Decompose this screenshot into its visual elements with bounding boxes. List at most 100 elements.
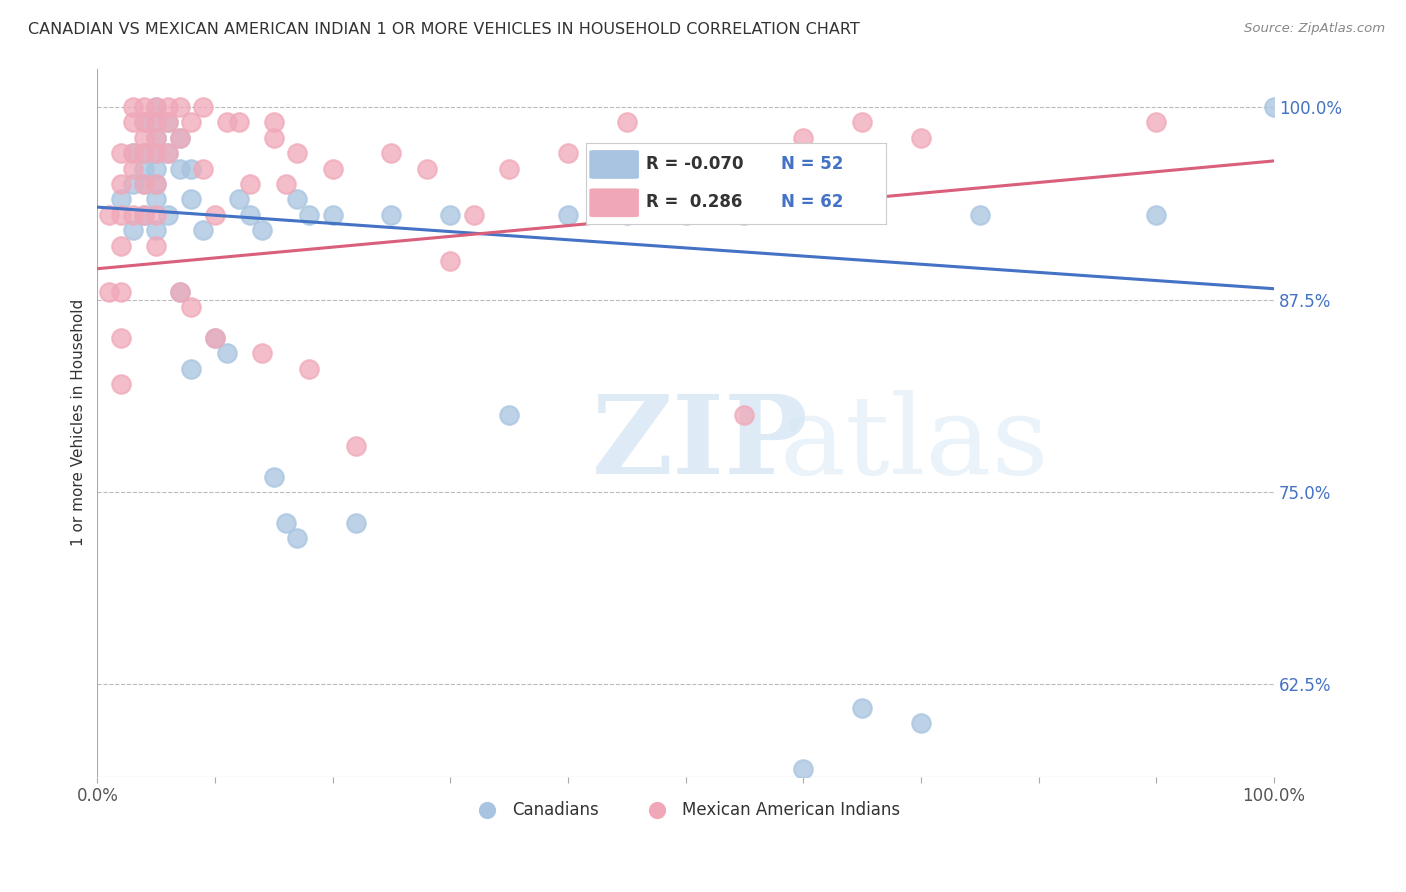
Point — [145, 208, 167, 222]
Point — [204, 331, 226, 345]
Point — [145, 100, 167, 114]
Point — [110, 238, 132, 252]
Point — [145, 177, 167, 191]
Point — [274, 177, 297, 191]
Point — [180, 193, 202, 207]
Point — [380, 146, 402, 161]
Point — [156, 100, 179, 114]
Point — [322, 208, 344, 222]
Point — [134, 177, 156, 191]
Point — [110, 331, 132, 345]
Point — [145, 161, 167, 176]
Point — [250, 223, 273, 237]
Point — [134, 115, 156, 129]
Point — [298, 208, 321, 222]
Point — [110, 146, 132, 161]
Text: ZIP: ZIP — [592, 391, 808, 498]
Point — [134, 146, 156, 161]
Point — [439, 208, 461, 222]
Point — [193, 100, 215, 114]
Point — [239, 177, 262, 191]
Point — [121, 146, 143, 161]
Point — [145, 115, 167, 129]
Point — [145, 131, 167, 145]
Point — [156, 115, 179, 129]
Point — [344, 439, 367, 453]
Point — [439, 254, 461, 268]
Point — [287, 531, 309, 545]
Point — [1263, 100, 1285, 114]
Point — [134, 208, 156, 222]
Text: atlas: atlas — [780, 391, 1049, 498]
Point — [263, 469, 285, 483]
Point — [145, 115, 167, 129]
Point — [969, 208, 991, 222]
Point — [169, 100, 191, 114]
Point — [121, 115, 143, 129]
Point — [145, 100, 167, 114]
Point — [134, 208, 156, 222]
Point — [169, 285, 191, 299]
Point — [121, 146, 143, 161]
Point — [110, 193, 132, 207]
Point — [156, 115, 179, 129]
Point — [792, 131, 814, 145]
Point — [110, 208, 132, 222]
Point — [169, 161, 191, 176]
Point — [1144, 115, 1167, 129]
Point — [169, 285, 191, 299]
Point — [180, 115, 202, 129]
Point — [910, 716, 932, 731]
Point — [145, 238, 167, 252]
Point — [463, 208, 485, 222]
Point — [110, 377, 132, 392]
Point — [557, 146, 579, 161]
Point — [344, 516, 367, 530]
Point — [134, 115, 156, 129]
Point — [145, 146, 167, 161]
Point — [180, 161, 202, 176]
Point — [792, 762, 814, 776]
Point — [169, 131, 191, 145]
Point — [145, 131, 167, 145]
Point — [156, 146, 179, 161]
Point — [134, 131, 156, 145]
Point — [121, 100, 143, 114]
Point — [675, 208, 697, 222]
Point — [616, 208, 638, 222]
Point — [416, 161, 439, 176]
Legend: Canadians, Mexican American Indians: Canadians, Mexican American Indians — [464, 794, 907, 825]
Y-axis label: 1 or more Vehicles in Household: 1 or more Vehicles in Household — [72, 299, 86, 546]
Text: CANADIAN VS MEXICAN AMERICAN INDIAN 1 OR MORE VEHICLES IN HOUSEHOLD CORRELATION : CANADIAN VS MEXICAN AMERICAN INDIAN 1 OR… — [28, 22, 860, 37]
Point — [145, 223, 167, 237]
Point — [616, 115, 638, 129]
Point — [156, 146, 179, 161]
Point — [180, 361, 202, 376]
Point — [733, 408, 755, 422]
Text: Source: ZipAtlas.com: Source: ZipAtlas.com — [1244, 22, 1385, 36]
Point — [228, 115, 250, 129]
Point — [250, 346, 273, 360]
Point — [193, 161, 215, 176]
Point — [287, 146, 309, 161]
Point — [298, 361, 321, 376]
Point — [145, 193, 167, 207]
Point — [98, 208, 121, 222]
Point — [1144, 208, 1167, 222]
Point — [156, 208, 179, 222]
Point — [121, 161, 143, 176]
Point — [733, 208, 755, 222]
Point — [110, 285, 132, 299]
Point — [322, 161, 344, 176]
Point — [121, 223, 143, 237]
Point — [134, 161, 156, 176]
Point — [204, 208, 226, 222]
Point — [851, 115, 873, 129]
Point — [134, 100, 156, 114]
Point — [110, 177, 132, 191]
Point — [380, 208, 402, 222]
Point — [239, 208, 262, 222]
Point — [145, 146, 167, 161]
Point — [851, 700, 873, 714]
Point — [145, 177, 167, 191]
